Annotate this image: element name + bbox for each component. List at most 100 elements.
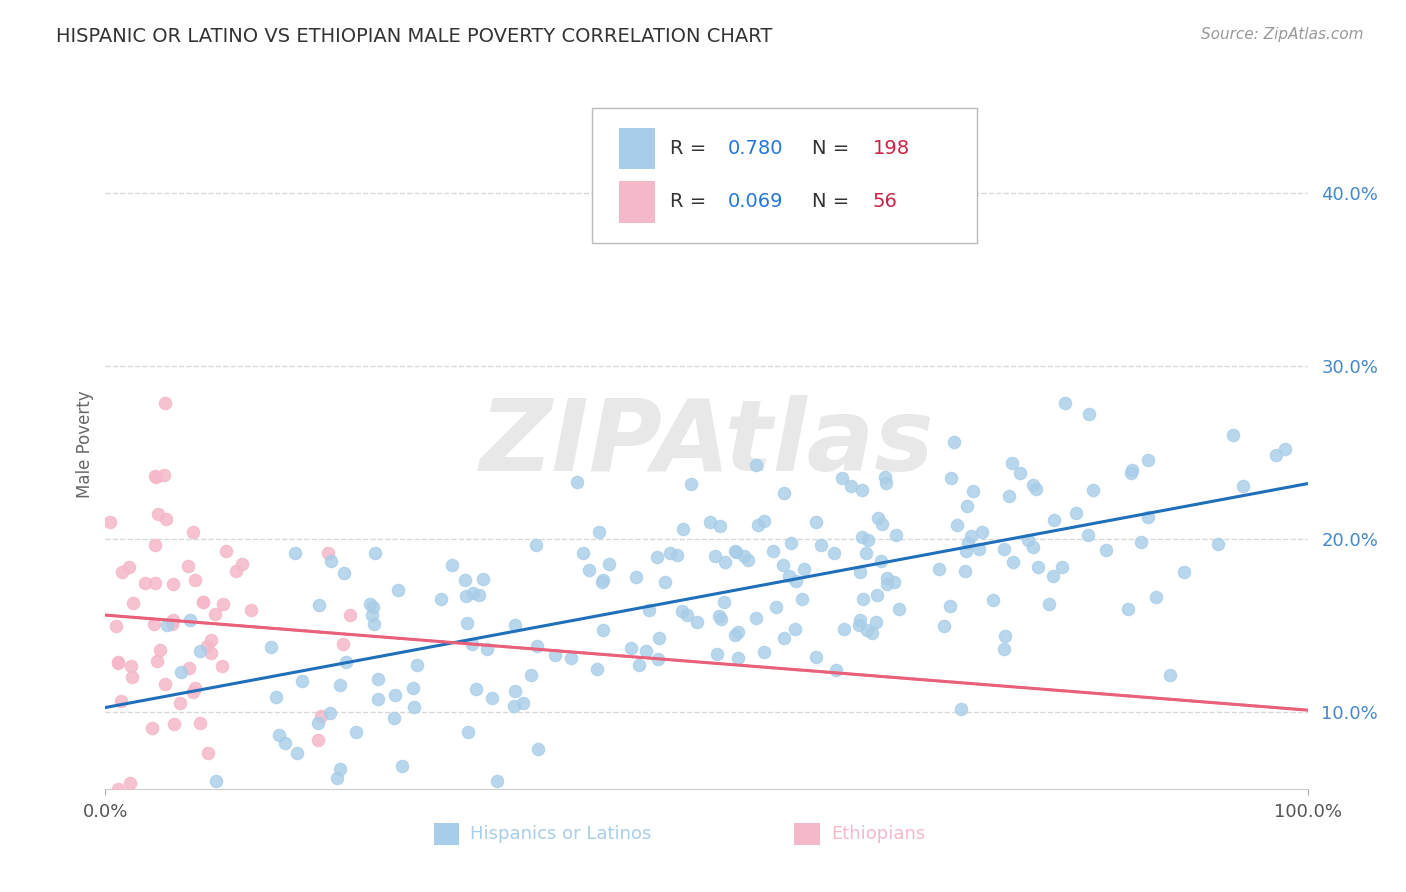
Point [733, 549, 755, 563]
Point [332, 637, 354, 651]
Point [524, 538, 547, 552]
Text: R =: R = [671, 139, 713, 158]
Point [647, 652, 669, 666]
Point [475, 641, 498, 656]
Point [747, 517, 769, 532]
Point [592, 623, 614, 637]
Point [765, 599, 787, 614]
Point [1050, 559, 1073, 574]
Point [98, 515, 121, 529]
Point [1094, 542, 1116, 557]
Point [520, 668, 543, 682]
Point [363, 600, 385, 615]
Point [260, 640, 283, 654]
Point [193, 595, 215, 609]
Point [367, 692, 389, 706]
Point [505, 617, 527, 632]
Point [824, 663, 846, 677]
Point [141, 721, 163, 735]
Point [939, 599, 962, 613]
Point [709, 519, 731, 533]
Y-axis label: Male Poverty: Male Poverty [76, 390, 94, 498]
Point [456, 615, 478, 630]
Point [875, 475, 897, 490]
Point [773, 631, 796, 645]
Point [181, 685, 204, 699]
Point [145, 470, 167, 484]
Point [967, 541, 990, 556]
Point [200, 633, 222, 648]
Point [188, 644, 211, 658]
Point [953, 565, 976, 579]
Point [804, 516, 827, 530]
Point [107, 657, 129, 671]
Point [264, 690, 287, 705]
Point [197, 746, 219, 760]
Point [454, 573, 477, 587]
Point [942, 435, 965, 450]
Point [344, 724, 367, 739]
Point [849, 566, 872, 580]
Point [578, 563, 600, 577]
Point [659, 546, 682, 560]
Point [240, 603, 263, 617]
Point [1002, 555, 1025, 569]
Point [195, 640, 218, 654]
Point [588, 525, 610, 540]
Point [177, 559, 200, 574]
Point [851, 531, 873, 545]
Point [162, 577, 184, 591]
Point [998, 489, 1021, 503]
Text: HISPANIC OR LATINO VS ETHIOPIAN MALE POVERTY CORRELATION CHART: HISPANIC OR LATINO VS ETHIOPIAN MALE POV… [56, 27, 773, 45]
Point [319, 706, 342, 721]
Point [624, 570, 647, 584]
Point [363, 617, 385, 632]
Point [472, 572, 495, 586]
Point [870, 554, 893, 568]
Point [179, 613, 201, 627]
Point [155, 395, 177, 409]
Point [503, 699, 526, 714]
Point [704, 549, 727, 564]
Point [284, 546, 307, 560]
Point [962, 484, 984, 499]
Text: Ethiopians: Ethiopians [831, 825, 925, 843]
Point [884, 528, 907, 542]
Point [307, 715, 329, 730]
Point [145, 538, 167, 552]
Point [309, 709, 332, 723]
Point [839, 479, 862, 493]
Text: ZIPAtlas: ZIPAtlas [479, 395, 934, 492]
Point [598, 558, 620, 572]
Point [745, 611, 768, 625]
Point [503, 684, 526, 698]
Point [804, 650, 827, 665]
Point [1078, 407, 1101, 421]
Point [105, 619, 128, 633]
Point [855, 546, 877, 560]
Point [387, 582, 409, 597]
Point [949, 702, 972, 716]
Point [560, 651, 582, 665]
Point [120, 659, 142, 673]
Point [326, 772, 349, 786]
Point [889, 602, 911, 616]
Point [467, 588, 489, 602]
Point [790, 591, 813, 606]
Point [959, 529, 981, 543]
Point [1001, 456, 1024, 470]
Point [876, 577, 898, 591]
Point [359, 598, 381, 612]
Point [955, 544, 977, 558]
Point [737, 552, 759, 566]
Point [335, 655, 357, 669]
Point [142, 617, 165, 632]
Point [1010, 466, 1032, 480]
Text: R =: R = [671, 193, 713, 211]
Point [849, 613, 872, 627]
Point [572, 546, 595, 560]
Point [1121, 463, 1143, 477]
Point [831, 471, 853, 485]
Point [457, 724, 479, 739]
Point [200, 646, 222, 660]
